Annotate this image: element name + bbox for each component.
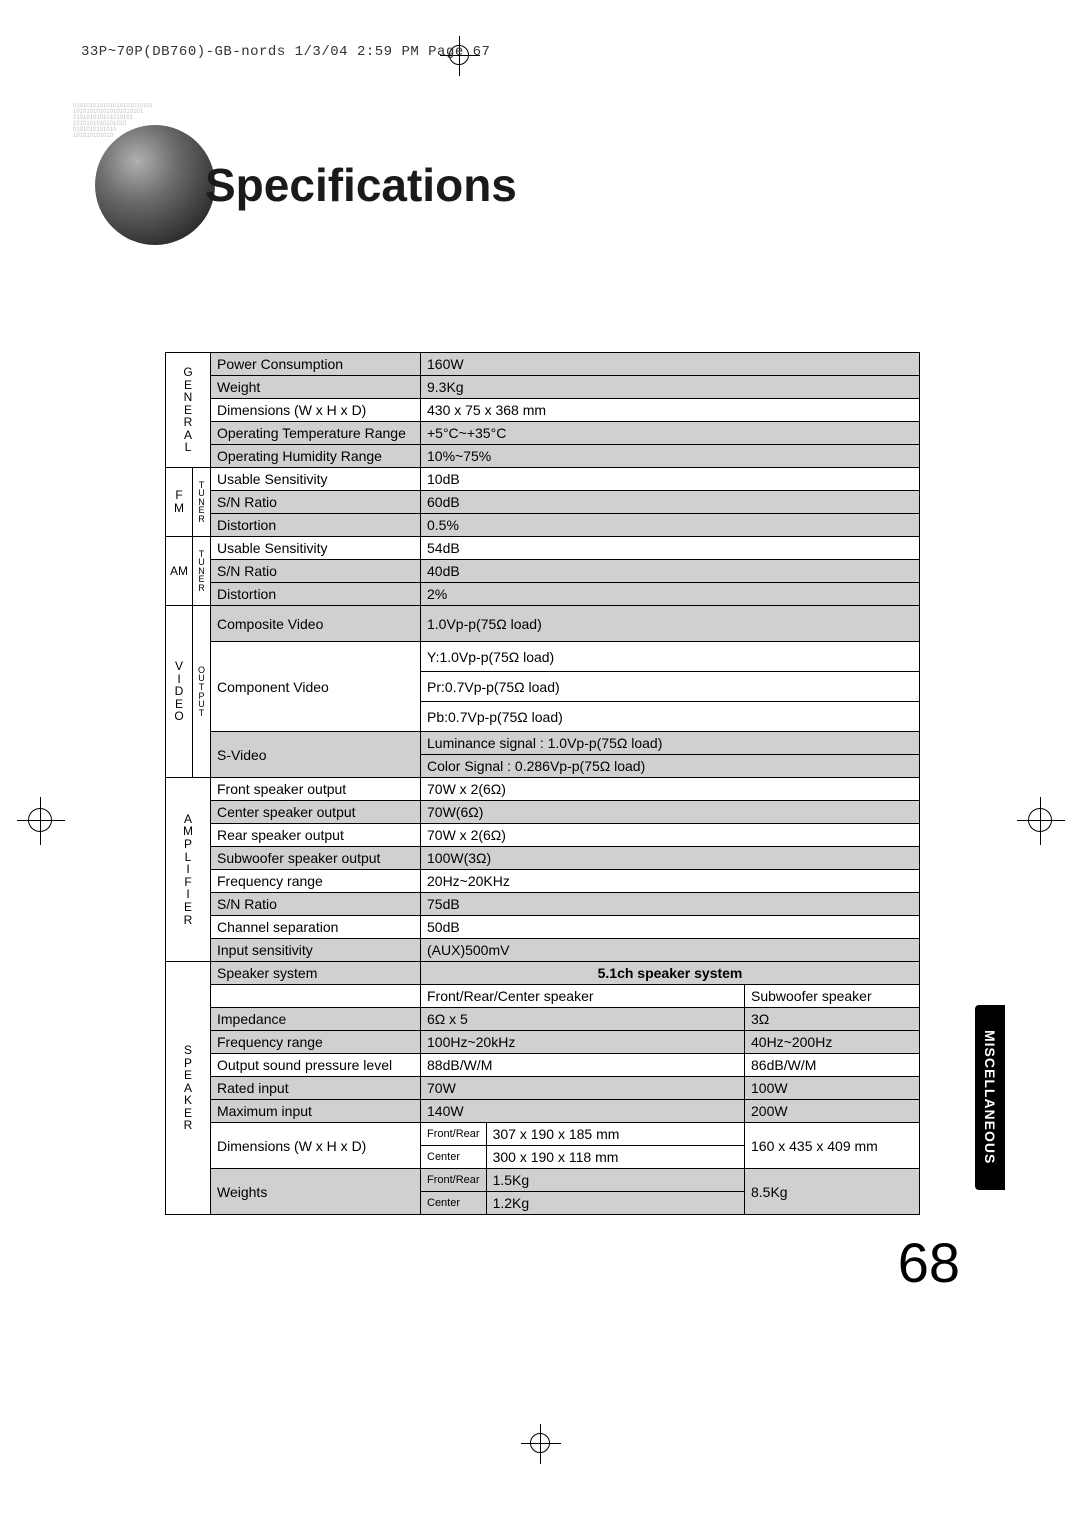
value: 70W x 2(6Ω) [421,824,920,847]
value: 1.2Kg [486,1192,744,1215]
sublabel: Center [421,1192,487,1215]
param: Maximum input [211,1100,421,1123]
param: Dimensions (W x H x D) [211,399,421,422]
crop-mark-icon [530,1433,550,1453]
value: 70W(6Ω) [421,801,920,824]
value: 10%~75% [421,445,920,468]
value: 5.1ch speaker system [421,962,920,985]
value: 100W [745,1077,920,1100]
value: Pr:0.7Vp-p(75Ω load) [421,672,920,702]
param: Dimensions (W x H x D) [211,1123,421,1169]
value: 50dB [421,916,920,939]
param: S/N Ratio [211,893,421,916]
value: Pb:0.7Vp-p(75Ω load) [421,702,920,732]
param [211,985,421,1008]
value: 10dB [421,468,920,491]
param: Input sensitivity [211,939,421,962]
value: 86dB/W/M [745,1054,920,1077]
param: Impedance [211,1008,421,1031]
value: 2% [421,583,920,606]
section-am-tuner: TUNER [193,537,211,606]
sublabel: Front/Rear [421,1123,487,1146]
value: 75dB [421,893,920,916]
param: Subwoofer speaker output [211,847,421,870]
value: 40dB [421,560,920,583]
column-header: Front/Rear/Center speaker [421,985,745,1008]
value: 1.5Kg [486,1169,744,1192]
param: Operating Temperature Range [211,422,421,445]
sphere-icon [95,125,215,245]
value: 160 x 435 x 409 mm [745,1123,920,1169]
param: Center speaker output [211,801,421,824]
value: 60dB [421,491,920,514]
param: Frequency range [211,870,421,893]
title-block: 0101010101010101010101011010101010101010… [95,125,517,245]
page-title: Specifications [205,158,517,212]
column-header: Subwoofer speaker [745,985,920,1008]
param: Output sound pressure level [211,1054,421,1077]
value: +5°C~+35°C [421,422,920,445]
value: 54dB [421,537,920,560]
param: S/N Ratio [211,491,421,514]
param: S/N Ratio [211,560,421,583]
value: 1.0Vp-p(75Ω load) [421,606,920,642]
sublabel: Front/Rear [421,1169,487,1192]
value: 9.3Kg [421,376,920,399]
value: 3Ω [745,1008,920,1031]
sublabel: Center [421,1146,487,1169]
value: 200W [745,1100,920,1123]
param: Rear speaker output [211,824,421,847]
value: 40Hz~200Hz [745,1031,920,1054]
value: 8.5Kg [745,1169,920,1215]
section-speaker: SPEAKER [166,962,211,1215]
spec-table: GENERAL Power Consumption 160W Weight9.3… [165,352,920,1215]
value: 0.5% [421,514,920,537]
param: Frequency range [211,1031,421,1054]
value: 88dB/W/M [421,1054,745,1077]
doc-header: 33P~70P(DB760)-GB-nords 1/3/04 2:59 PM P… [81,44,490,60]
param: Operating Humidity Range [211,445,421,468]
param: Weights [211,1169,421,1215]
value: Luminance signal : 1.0Vp-p(75Ω load) [421,732,920,755]
section-am: AM [166,537,193,606]
value: 160W [421,353,920,376]
side-tab-miscellaneous: MISCELLANEOUS [975,1005,1005,1190]
section-general: GENERAL [166,353,211,468]
value: 100W(3Ω) [421,847,920,870]
value: 70W x 2(6Ω) [421,778,920,801]
section-amplifier: AMPLIFIER [166,778,211,962]
value: Y:1.0Vp-p(75Ω load) [421,642,920,672]
param: Composite Video [211,606,421,642]
value: (AUX)500mV [421,939,920,962]
value: 70W [421,1077,745,1100]
value: 20Hz~20KHz [421,870,920,893]
value: 307 x 190 x 185 mm [486,1123,744,1146]
value: 430 x 75 x 368 mm [421,399,920,422]
param: Weight [211,376,421,399]
crop-mark-icon [1028,808,1052,832]
param: Distortion [211,514,421,537]
section-fm-tuner: TUNER [193,468,211,537]
section-video-output: OUTPUT [193,606,211,778]
param: Rated input [211,1077,421,1100]
value: 140W [421,1100,745,1123]
section-fm: FM [166,468,193,537]
param: Front speaker output [211,778,421,801]
value: 100Hz~20kHz [421,1031,745,1054]
param: Component Video [211,642,421,732]
param: S-Video [211,732,421,778]
value: 300 x 190 x 118 mm [486,1146,744,1169]
param: Usable Sensitivity [211,537,421,560]
param: Speaker system [211,962,421,985]
param: Power Consumption [211,353,421,376]
crop-mark-icon [28,808,52,832]
param: Distortion [211,583,421,606]
section-video: VIDEO [166,606,193,778]
value: Color Signal : 0.286Vp-p(75Ω load) [421,755,920,778]
page-number: 68 [898,1230,960,1295]
param: Channel separation [211,916,421,939]
value: 6Ω x 5 [421,1008,745,1031]
param: Usable Sensitivity [211,468,421,491]
